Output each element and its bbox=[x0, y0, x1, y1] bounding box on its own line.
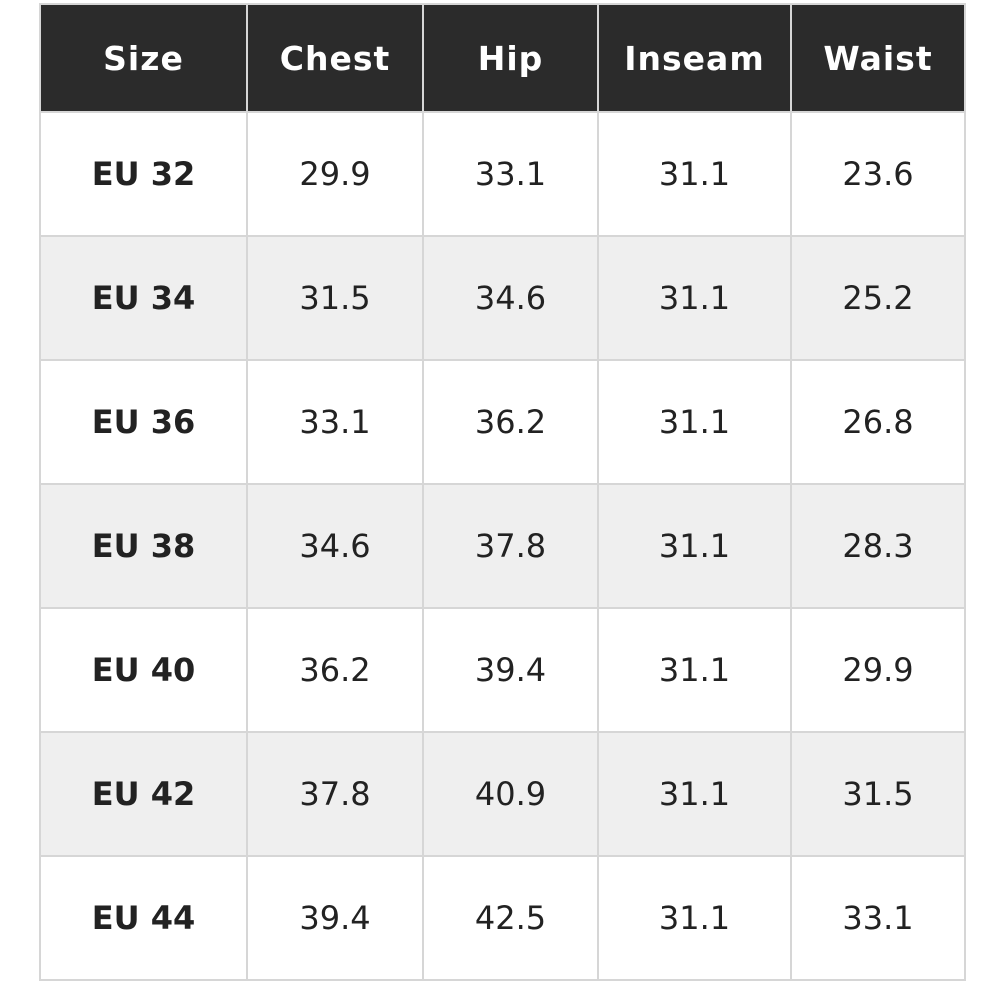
value-cell: 37.8 bbox=[246, 731, 424, 857]
header-cell: Hip bbox=[422, 3, 599, 113]
value-cell: 28.3 bbox=[790, 483, 966, 609]
value-cell: 42.5 bbox=[422, 855, 599, 981]
value-cell: 40.9 bbox=[422, 731, 599, 857]
value-cell: 31.1 bbox=[597, 359, 792, 485]
header-cell: Waist bbox=[790, 3, 966, 113]
value-cell: 29.9 bbox=[790, 607, 966, 733]
size-cell: EU 32 bbox=[39, 111, 248, 237]
value-cell: 26.8 bbox=[790, 359, 966, 485]
value-cell: 25.2 bbox=[790, 235, 966, 361]
value-cell: 29.9 bbox=[246, 111, 424, 237]
size-cell: EU 34 bbox=[39, 235, 248, 361]
value-cell: 39.4 bbox=[422, 607, 599, 733]
table-row: EU 38 34.6 37.8 31.1 28.3 bbox=[39, 483, 966, 609]
value-cell: 31.1 bbox=[597, 731, 792, 857]
header-cell: Inseam bbox=[597, 3, 792, 113]
value-cell: 36.2 bbox=[246, 607, 424, 733]
table-row: EU 40 36.2 39.4 31.1 29.9 bbox=[39, 607, 966, 733]
value-cell: 31.5 bbox=[246, 235, 424, 361]
value-cell: 39.4 bbox=[246, 855, 424, 981]
size-cell: EU 38 bbox=[39, 483, 248, 609]
value-cell: 36.2 bbox=[422, 359, 599, 485]
value-cell: 33.1 bbox=[790, 855, 966, 981]
value-cell: 34.6 bbox=[422, 235, 599, 361]
value-cell: 31.1 bbox=[597, 607, 792, 733]
size-cell: EU 44 bbox=[39, 855, 248, 981]
value-cell: 31.1 bbox=[597, 235, 792, 361]
table-row: EU 32 29.9 33.1 31.1 23.6 bbox=[39, 111, 966, 237]
size-cell: EU 40 bbox=[39, 607, 248, 733]
table-row: EU 44 39.4 42.5 31.1 33.1 bbox=[39, 855, 966, 981]
value-cell: 37.8 bbox=[422, 483, 599, 609]
size-cell: EU 42 bbox=[39, 731, 248, 857]
value-cell: 31.1 bbox=[597, 483, 792, 609]
table-row: EU 42 37.8 40.9 31.1 31.5 bbox=[39, 731, 966, 857]
value-cell: 34.6 bbox=[246, 483, 424, 609]
header-cell: Size bbox=[39, 3, 248, 113]
value-cell: 33.1 bbox=[422, 111, 599, 237]
value-cell: 31.5 bbox=[790, 731, 966, 857]
value-cell: 33.1 bbox=[246, 359, 424, 485]
header-cell: Chest bbox=[246, 3, 424, 113]
value-cell: 31.1 bbox=[597, 111, 792, 237]
value-cell: 31.1 bbox=[597, 855, 792, 981]
value-cell: 23.6 bbox=[790, 111, 966, 237]
table-row: EU 36 33.1 36.2 31.1 26.8 bbox=[39, 359, 966, 485]
size-cell: EU 36 bbox=[39, 359, 248, 485]
table-body: EU 32 29.9 33.1 31.1 23.6 EU 34 31.5 34.6 31.1 25… bbox=[39, 111, 966, 981]
size-table: Size Chest Hip Inseam Waist EU 32 29.9 33.1 31.… bbox=[39, 3, 966, 981]
table-row: EU 34 31.5 34.6 31.1 25.2 bbox=[39, 235, 966, 361]
header-row: Size Chest Hip Inseam Waist bbox=[39, 3, 966, 113]
